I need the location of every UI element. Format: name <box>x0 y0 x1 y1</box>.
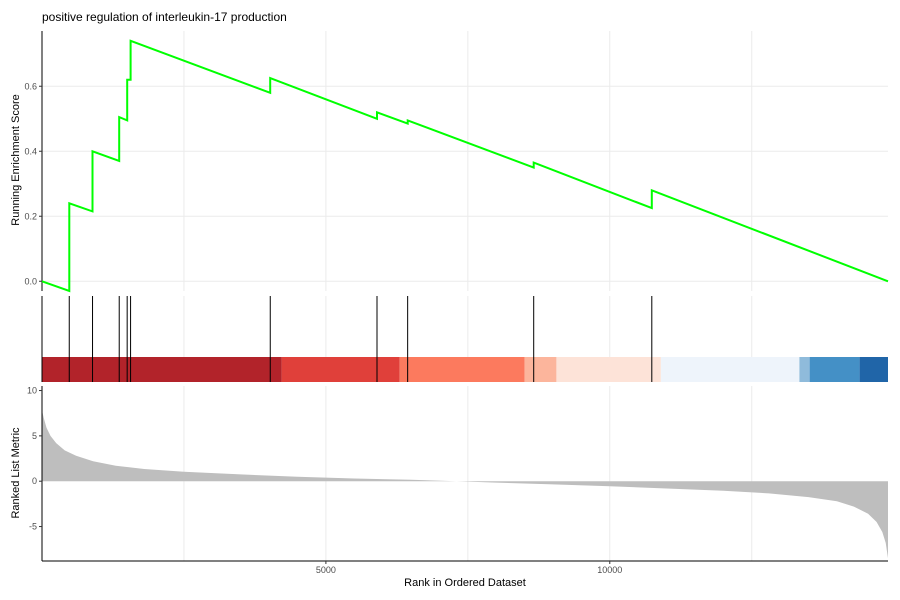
color-band-segment <box>42 357 282 382</box>
score-y-tick-label: 0.0 <box>24 276 37 286</box>
hit-panel <box>41 296 888 382</box>
color-band-segment <box>859 357 888 382</box>
score-y-axis-title: Running Enrichment Score <box>10 94 22 225</box>
metric-y-tick-label: -5 <box>29 522 37 532</box>
score-y-tick-label: 0.2 <box>24 211 37 221</box>
ranked-metric-panel: -5 0 5 10 5000 10000 Ranked List Metric Rank… <box>10 386 888 589</box>
color-band-segment <box>809 357 860 382</box>
x-axis-title: Rank in Ordered Dataset <box>404 577 526 589</box>
color-band-segment <box>399 357 525 382</box>
metric-gridlines <box>183 386 753 561</box>
color-band-segment <box>660 357 800 382</box>
x-tick-label: 10000 <box>597 565 622 575</box>
score-y-axis: 0.0 0.2 0.4 0.6 <box>24 31 43 291</box>
x-axis: 5000 10000 <box>42 560 888 575</box>
gene-hit-markers <box>68 296 653 382</box>
metric-y-tick-label: 0 <box>32 476 37 486</box>
running-score-panel: 0.0 0.2 0.4 0.6 Running Enrichment Score <box>10 31 889 293</box>
hits-gridlines <box>183 296 753 357</box>
running-score-line <box>41 39 889 293</box>
metric-y-axis: -5 0 5 10 <box>27 386 43 561</box>
metric-y-tick-label: 5 <box>32 431 37 441</box>
color-band-segment <box>556 357 661 382</box>
score-y-tick-label: 0.4 <box>24 146 37 156</box>
metric-y-axis-title: Ranked List Metric <box>10 427 22 519</box>
color-band-segment <box>524 357 557 382</box>
metric-y-tick-label: 10 <box>27 386 37 396</box>
chart-title: positive regulation of interleukin-17 pr… <box>42 10 287 24</box>
ranked-metric-area <box>42 410 888 559</box>
rank-color-band <box>42 357 888 382</box>
color-band-segment <box>281 357 400 382</box>
color-band-segment <box>799 357 810 382</box>
score-y-tick-label: 0.6 <box>24 81 37 91</box>
x-tick-label: 5000 <box>316 565 336 575</box>
score-gridlines <box>42 31 888 291</box>
